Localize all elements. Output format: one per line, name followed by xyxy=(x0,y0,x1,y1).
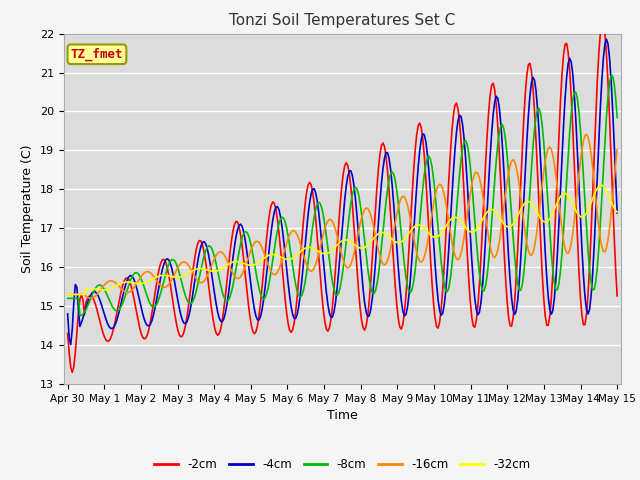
Line: -16cm: -16cm xyxy=(68,134,617,298)
-32cm xyxy=(246,263,253,268)
-2cm xyxy=(600,21,607,26)
-4cm xyxy=(132,285,140,290)
-4cm xyxy=(306,201,314,206)
-16cm xyxy=(64,291,72,297)
-4cm xyxy=(603,36,611,42)
-32cm xyxy=(598,182,605,188)
-8cm xyxy=(613,115,621,120)
-2cm xyxy=(306,180,314,185)
-4cm xyxy=(584,311,592,317)
-4cm xyxy=(613,210,621,216)
-8cm xyxy=(132,270,140,276)
-16cm xyxy=(582,132,590,137)
Title: Tonzi Soil Temperatures Set C: Tonzi Soil Temperatures Set C xyxy=(229,13,456,28)
-8cm xyxy=(64,296,72,301)
-2cm xyxy=(132,310,140,315)
Line: -4cm: -4cm xyxy=(68,39,617,345)
-16cm xyxy=(248,246,255,252)
-16cm xyxy=(229,271,237,276)
-32cm xyxy=(304,244,312,250)
X-axis label: Time: Time xyxy=(327,409,358,422)
-32cm xyxy=(255,259,263,265)
-32cm xyxy=(131,280,139,286)
-8cm xyxy=(248,243,255,249)
-4cm xyxy=(67,342,75,348)
-8cm xyxy=(229,283,237,288)
-32cm xyxy=(582,210,590,216)
-2cm xyxy=(613,293,621,299)
-2cm xyxy=(584,291,592,297)
Y-axis label: Soil Temperature (C): Soil Temperature (C) xyxy=(22,144,35,273)
-2cm xyxy=(64,331,72,336)
-2cm xyxy=(68,370,76,375)
-32cm xyxy=(228,260,236,265)
-32cm xyxy=(64,291,72,297)
-2cm xyxy=(257,300,264,306)
-4cm xyxy=(64,311,72,317)
-8cm xyxy=(76,313,84,319)
-16cm xyxy=(87,295,95,301)
-16cm xyxy=(257,242,264,248)
-16cm xyxy=(132,281,140,287)
-8cm xyxy=(306,248,314,254)
Line: -32cm: -32cm xyxy=(68,185,617,294)
-8cm xyxy=(257,291,264,297)
-2cm xyxy=(229,228,237,234)
-2cm xyxy=(248,323,255,328)
-4cm xyxy=(257,313,264,319)
Line: -2cm: -2cm xyxy=(68,24,617,372)
-16cm xyxy=(306,267,314,273)
-8cm xyxy=(584,249,592,254)
-8cm xyxy=(609,73,616,79)
-16cm xyxy=(613,147,621,153)
-16cm xyxy=(586,141,593,147)
-4cm xyxy=(248,285,255,291)
Text: TZ_fmet: TZ_fmet xyxy=(70,48,123,61)
Line: -8cm: -8cm xyxy=(68,76,617,316)
Legend: -2cm, -4cm, -8cm, -16cm, -32cm: -2cm, -4cm, -8cm, -16cm, -32cm xyxy=(150,453,535,475)
-4cm xyxy=(229,255,237,261)
-32cm xyxy=(613,209,621,215)
